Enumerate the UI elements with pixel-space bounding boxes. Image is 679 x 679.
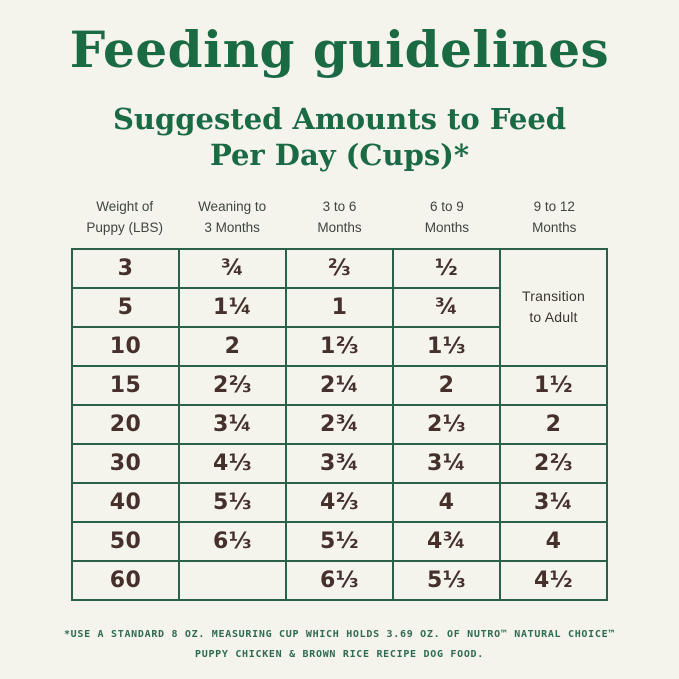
amount-cell: 1⅓ — [392, 325, 501, 367]
table-row-weight-30: 30 4⅓ 3¾ 3¼ 2⅔ — [71, 442, 608, 484]
table-title-line-1: Suggested Amounts to Feed — [112, 102, 567, 136]
table-title: Suggested Amounts to Feed Per Day (Cups)… — [0, 101, 679, 174]
column-header-3-6-months: 3 to 6 Months — [286, 196, 393, 239]
amount-cell: 2⅔ — [178, 364, 287, 406]
amount-cell: 2⅔ — [499, 442, 608, 484]
amount-cell: ⅔ — [285, 247, 394, 289]
weight-cell: 50 — [71, 520, 180, 562]
amount-cell: 3¼ — [178, 403, 287, 445]
column-header-line: Puppy (LBS) — [86, 220, 163, 236]
footnote-line-2: PUPPY CHICKEN & BROWN RICE RECIPE DOG FO… — [195, 648, 484, 660]
transition-to-adult-cell: Transition to Adult — [499, 247, 608, 367]
transition-line: Transition — [522, 287, 585, 304]
transition-line: to Adult — [529, 309, 578, 326]
column-header-line: Weight of — [96, 198, 154, 214]
weight-cell: 15 — [71, 364, 180, 406]
amount-cell: 1½ — [499, 364, 608, 406]
amount-cell-empty — [178, 559, 287, 601]
amount-cell: 5⅓ — [178, 481, 287, 523]
amount-cell: 4 — [499, 520, 608, 562]
table-row-weight-10: 10 2 1⅔ 1⅓ — [71, 325, 607, 367]
weight-cell: 20 — [71, 403, 180, 445]
page-title: Feeding guidelines — [69, 20, 610, 79]
amount-cell: 2 — [499, 403, 608, 445]
amount-cell: ¾ — [178, 247, 287, 289]
amount-cell: 3¾ — [285, 442, 394, 484]
amount-cell: 1¼ — [178, 286, 287, 328]
table-row-weight-60: 60 6⅓ 5⅓ 4½ — [71, 559, 608, 601]
amount-cell: 4⅔ — [285, 481, 394, 523]
column-header-line: Months — [317, 220, 362, 236]
amount-cell: 5⅓ — [392, 559, 501, 601]
amount-cell: 1⅔ — [285, 325, 394, 367]
amount-cell: 2 — [178, 325, 287, 367]
footnote: *USE A STANDARD 8 OZ. MEASURING CUP WHIC… — [0, 625, 679, 665]
column-header-9-12-months: 9 to 12 Months — [501, 196, 608, 239]
column-header-6-9-months: 6 to 9 Months — [393, 196, 500, 239]
amount-cell: 1 — [285, 286, 394, 328]
amount-cell: 3¼ — [499, 481, 608, 523]
amount-cell: ½ — [392, 247, 501, 289]
table-row-weight-3: 3 ¾ ⅔ ½ Transition to Adult — [71, 247, 608, 367]
amount-cell: 4¾ — [392, 520, 501, 562]
feeding-amounts-table: 3 ¾ ⅔ ½ Transition to Adult 5 1¼ 1 ¾ 10 … — [71, 247, 608, 601]
table-row-weight-20: 20 3¼ 2¾ 2⅓ 2 — [71, 403, 608, 445]
column-header-line: 6 to 9 — [430, 198, 464, 214]
weight-cell: 30 — [71, 442, 180, 484]
amount-cell: 5½ — [285, 520, 394, 562]
table-row-weight-40: 40 5⅓ 4⅔ 4 3¼ — [71, 481, 608, 523]
table-row-weight-15: 15 2⅔ 2¼ 2 1½ — [71, 364, 608, 406]
amount-cell: 2¼ — [285, 364, 394, 406]
column-header-line: 3 Months — [204, 220, 260, 236]
table-title-line-2: Per Day (Cups)* — [209, 138, 470, 173]
footnote-line-1: *USE A STANDARD 8 OZ. MEASURING CUP WHIC… — [63, 628, 616, 640]
column-header-line: 9 to 12 — [533, 198, 575, 214]
amount-cell: ¾ — [392, 286, 501, 328]
column-header-line: 3 to 6 — [322, 198, 357, 214]
weight-cell: 60 — [71, 559, 180, 601]
column-header-line: Months — [424, 220, 470, 236]
column-header-weaning-3-months: Weaning to 3 Months — [178, 196, 285, 239]
amount-cell: 6⅓ — [178, 520, 287, 562]
column-header-line: Weaning to — [198, 198, 267, 214]
weight-cell: 10 — [71, 325, 180, 367]
weight-cell: 5 — [71, 286, 180, 328]
table-row-weight-5: 5 1¼ 1 ¾ — [71, 286, 607, 328]
table-row-weight-50: 50 6⅓ 5½ 4¾ 4 — [71, 520, 608, 562]
table-column-headers: Weight of Puppy (LBS) Weaning to 3 Month… — [71, 196, 608, 239]
amount-cell: 2¾ — [285, 403, 394, 445]
amount-cell: 6⅓ — [285, 559, 394, 601]
weight-cell: 3 — [71, 247, 180, 289]
amount-cell: 2 — [392, 364, 501, 406]
column-header-weight: Weight of Puppy (LBS) — [71, 196, 178, 239]
amount-cell: 2⅓ — [392, 403, 501, 445]
amount-cell: 4½ — [499, 559, 608, 601]
weight-cell: 40 — [71, 481, 180, 523]
amount-cell: 3¼ — [392, 442, 501, 484]
amount-cell: 4 — [392, 481, 501, 523]
amount-cell: 4⅓ — [178, 442, 287, 484]
column-header-line: Months — [532, 220, 577, 236]
